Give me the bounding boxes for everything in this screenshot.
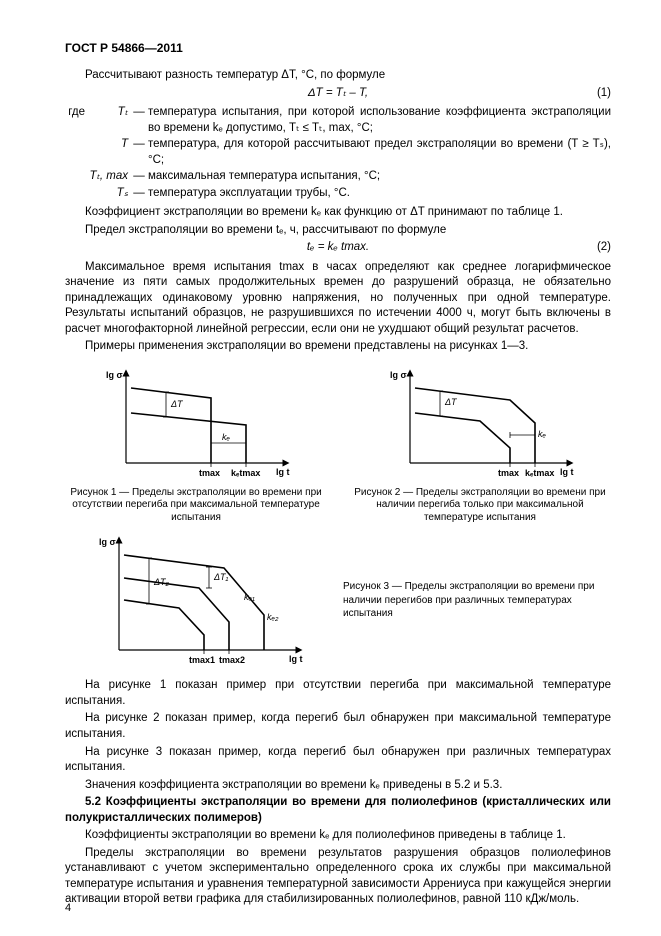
chart-tmax1-label: tmax1 xyxy=(189,655,215,665)
def-desc: температура, для которой рассчитывают пр… xyxy=(148,137,611,168)
f2-desc: На рисунке 2 показан пример, когда перег… xyxy=(65,711,611,742)
def-dash: — xyxy=(130,186,148,202)
def-lead xyxy=(65,137,88,168)
chart-x-label: lg t xyxy=(276,467,290,477)
coef-para: Коэффициент экстраполяции во времени kₑ … xyxy=(65,205,611,221)
chart-dt-label: ΔT xyxy=(444,397,458,407)
def-row: где Tₜ — температура испытания, при кото… xyxy=(65,105,611,136)
formula-1-expr: ΔT = Tₜ – T, xyxy=(308,87,368,99)
chart-dt2-label: ΔT₂ xyxy=(153,577,170,587)
p-52a: Коэффициенты экстраполяции во времени kₑ… xyxy=(65,828,611,844)
formula-1: ΔT = Tₜ – T, (1) xyxy=(65,86,611,102)
chart-ke1-label: kₑ₁ xyxy=(244,592,255,602)
def-lead: где xyxy=(65,105,88,136)
definition-list: где Tₜ — температура испытания, при кото… xyxy=(65,105,611,201)
def-dash: — xyxy=(130,137,148,168)
def-term: T xyxy=(88,137,130,168)
def-term: Tₛ xyxy=(88,186,130,202)
def-desc: максимальная температура испытания, °C; xyxy=(148,169,611,185)
formula-2-num: (2) xyxy=(597,240,611,256)
def-desc: температура эксплуатации трубы, °C. xyxy=(148,186,611,202)
figure-2-caption: Рисунок 2 — Пределы экстраполяции во вре… xyxy=(349,487,611,525)
chart-1: lg σ lg t ΔT kₑ tmax kₑtmax xyxy=(96,363,296,483)
page-number: 4 xyxy=(65,901,71,916)
chart-tmax2-label: tmax2 xyxy=(219,655,245,665)
chart-ke2-label: kₑ₂ xyxy=(267,612,279,622)
formula-2-expr: tₑ = kₑ tmax. xyxy=(307,241,369,253)
f3-desc: На рисунке 3 показан пример, когда перег… xyxy=(65,745,611,776)
def-lead xyxy=(65,169,88,185)
chart-x-label: lg t xyxy=(289,654,303,664)
figure-3-caption: Рисунок 3 — Пределы экстраполяции во вре… xyxy=(333,580,611,621)
figure-row-1-2: lg σ lg t ΔT kₑ tmax kₑtmax Рисунок 1 — … xyxy=(65,363,611,525)
formula-2: tₑ = kₑ tmax. (2) xyxy=(65,240,611,256)
def-term: Tₜ, max xyxy=(88,169,130,185)
chart-ke-label: kₑ xyxy=(538,429,547,439)
figure-3: lg σ lg t ΔT₁ ΔT₂ kₑ₁ kₑ₂ tmax1 tmax2 xyxy=(65,530,611,670)
chart-y-label: lg σ xyxy=(106,370,123,380)
chart-tmax-label: tmax xyxy=(498,468,519,478)
def-term: Tₜ xyxy=(88,105,130,136)
chart-dt-label: ΔT xyxy=(170,399,184,409)
max-para: Максимальное время испытания tmax в часа… xyxy=(65,260,611,338)
examples-para: Примеры применения экстраполяции во врем… xyxy=(65,339,611,355)
limit-para: Предел экстраполяции во времени tₑ, ч, р… xyxy=(65,223,611,239)
figure-1: lg σ lg t ΔT kₑ tmax kₑtmax Рисунок 1 — … xyxy=(65,363,327,525)
chart-y-label: lg σ xyxy=(390,370,407,380)
doc-header: ГОСТ Р 54866—2011 xyxy=(65,40,611,56)
def-desc: температура испытания, при которой испол… xyxy=(148,105,611,136)
def-dash: — xyxy=(130,169,148,185)
chart-x-label: lg t xyxy=(560,467,574,477)
def-lead xyxy=(65,186,88,202)
chart-ketmax-label: kₑtmax xyxy=(525,468,554,478)
chart-3: lg σ lg t ΔT₁ ΔT₂ kₑ₁ kₑ₂ tmax1 tmax2 xyxy=(89,530,309,670)
p-52b: Пределы экстраполяции во времени результ… xyxy=(65,846,611,908)
figure-2: lg σ lg t ΔT kₑ tmax kₑtmax Рисунок 2 — … xyxy=(349,363,611,525)
chart-ketmax-label: kₑtmax xyxy=(231,468,260,478)
def-row: Tₜ, max — максимальная температура испыт… xyxy=(65,169,611,185)
vals-para: Значения коэффициента экстраполяции во в… xyxy=(65,778,611,794)
chart-y-label: lg σ xyxy=(99,537,116,547)
intro-para: Рассчитывают разность температур ΔT, °C,… xyxy=(65,68,611,84)
def-row: Tₛ — температура эксплуатации трубы, °C. xyxy=(65,186,611,202)
def-dash: — xyxy=(130,105,148,136)
chart-tmax-label: tmax xyxy=(199,468,220,478)
def-row: T — температура, для которой рассчитываю… xyxy=(65,137,611,168)
figure-1-caption: Рисунок 1 — Пределы экстраполяции во вре… xyxy=(65,487,327,525)
chart-2: lg σ lg t ΔT kₑ tmax kₑtmax xyxy=(380,363,580,483)
formula-1-num: (1) xyxy=(597,86,611,102)
section-5-2-heading: 5.2 Коэффициенты экстраполяции во времен… xyxy=(65,795,611,826)
f1-desc: На рисунке 1 показан пример при отсутств… xyxy=(65,678,611,709)
chart-ke-label: kₑ xyxy=(222,432,231,442)
chart-dt1-label: ΔT₁ xyxy=(213,572,229,582)
